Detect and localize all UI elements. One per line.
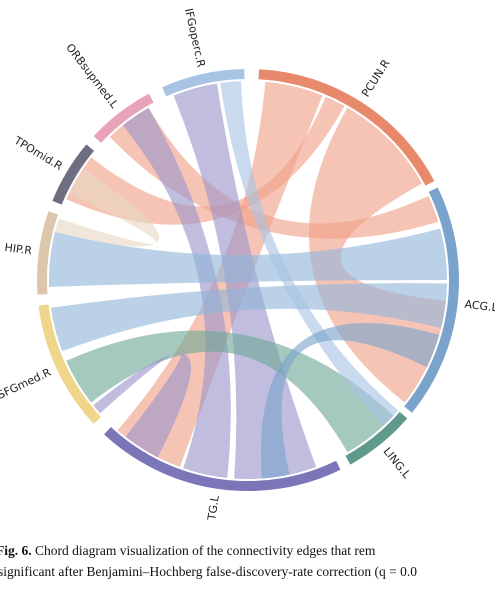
caption-text: Chord diagram visualization of the conne… [35, 543, 376, 558]
chord [260, 323, 440, 479]
chord [66, 96, 345, 225]
node-label: TPOmid.R [11, 133, 65, 173]
node-label: ITG.L [205, 494, 222, 520]
node-label: ACG.L [464, 298, 495, 315]
node-label: ORBsupmed.L [63, 41, 121, 111]
chord [50, 283, 448, 352]
node-label: IFGoperc.R [182, 7, 208, 69]
node-label: PCUN.R [359, 57, 393, 99]
node-arc [258, 69, 435, 186]
node-arc [38, 304, 101, 424]
chord [93, 352, 191, 458]
node-arc [37, 211, 58, 295]
caption-label: Fig. 6. [0, 543, 32, 558]
caption-line: significant after Benjamini–Hochberg fal… [0, 564, 417, 580]
node-arc [93, 93, 154, 143]
chord [122, 107, 231, 478]
node-arc [162, 69, 245, 97]
chord [54, 168, 160, 247]
node-label: LING.L [381, 445, 414, 482]
caption-line: Fig. 6. Chord diagram visualization of t… [0, 543, 375, 559]
caption-text: significant after Benjamini–Hochberg fal… [0, 564, 417, 579]
node-arc [52, 144, 95, 205]
node-label: SFGmed.R [0, 366, 53, 402]
chord [66, 330, 394, 453]
chord-diagram: PCUN.R ACG.L LING.L ITG.L SFGmed.R HIP.R TPOmi… [0, 7, 495, 524]
node-arc [104, 427, 341, 492]
chord [48, 228, 447, 287]
node-arc [345, 411, 408, 465]
node-arc [404, 187, 460, 413]
chord [220, 81, 399, 426]
node-label: HIP.R [4, 241, 33, 258]
